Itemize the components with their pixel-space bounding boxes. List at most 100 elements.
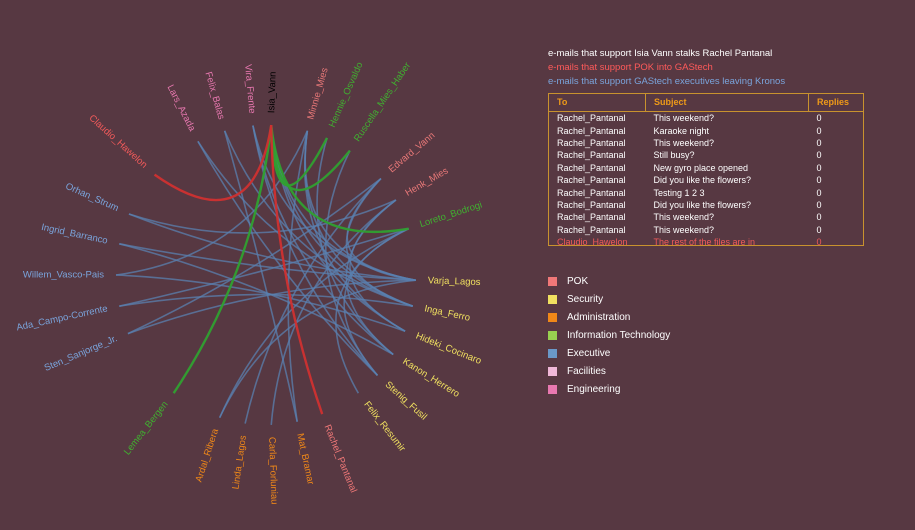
cell-to: Rachel_Pantanal	[557, 199, 626, 210]
dept-label: Executive	[567, 347, 611, 359]
table-row[interactable]: Rachel_Pantanal New gyro place opened 0	[549, 162, 863, 174]
link-layer	[115, 124, 417, 425]
cell-to: Rachel_Pantanal	[557, 162, 626, 173]
cell-subject: New gyro place opened	[653, 162, 749, 173]
cell-to: Rachel_Pantanal	[557, 137, 626, 148]
email-table[interactable]: To Subject Replies Rachel_Pantanal This w…	[548, 93, 864, 246]
cell-subject: Still busy?	[653, 150, 695, 161]
link-exec	[119, 243, 394, 356]
node-label[interactable]: Sten_Sanjorge_Jr.	[43, 333, 119, 374]
node-label[interactable]: Ada_Campo-Corrente	[15, 303, 108, 333]
node-label[interactable]: Varja_Lagos	[428, 275, 481, 288]
evidence-legend: e-mails that support Isia Vann stalks Ra…	[548, 47, 785, 89]
node-label[interactable]: Rachel_Pantanal	[322, 423, 359, 494]
cell-replies: 0	[816, 113, 822, 124]
node-label[interactable]: Ardal_Ribera	[194, 427, 222, 484]
link-exec	[127, 177, 382, 335]
dept-legend-item[interactable]: Engineering	[548, 380, 670, 398]
table-row[interactable]: Claudio_Hawelon The rest of the files are…	[549, 236, 863, 246]
dept-label: Administration	[567, 311, 631, 323]
node-label[interactable]: Felix_Resumir	[361, 399, 407, 454]
table-row[interactable]: Rachel_Pantanal Did you like the flowers?…	[549, 199, 863, 211]
node-label-layer: Isia_Vann Minnie_MiesHennie_OsvaldoRuscel…	[15, 61, 483, 505]
link-exec	[223, 130, 413, 307]
cell-subject: The rest of the files are in	[653, 237, 756, 246]
node-label[interactable]: Hideki_Cocinaro	[414, 331, 483, 367]
legend-line-stalk: e-mails that support Isia Vann stalks Ra…	[548, 48, 773, 59]
link-exec	[270, 199, 397, 425]
cell-subject: This weekend?	[653, 224, 715, 235]
cell-replies: 0	[816, 125, 822, 136]
node-label[interactable]: Lemea_Bergen	[122, 399, 171, 457]
link-exec	[115, 130, 309, 276]
link-pok	[270, 125, 324, 415]
col-header-to[interactable]: To	[549, 94, 646, 112]
cell-replies: 0	[816, 224, 822, 235]
hierarchical-edge-bundle: Isia_Vann Minnie_MiesHennie_OsvaldoRuscel…	[15, 61, 483, 505]
node-label[interactable]: Minnie_Mies	[305, 66, 330, 121]
dept-legend-item[interactable]: Information Technology	[548, 326, 670, 344]
node-label[interactable]: Stenig_Fusil	[383, 379, 429, 422]
node-label[interactable]: Inga_Ferro	[423, 303, 471, 323]
link-exec	[223, 130, 298, 422]
node-label[interactable]: Kanon_Herrero	[400, 356, 461, 400]
cell-replies: 0	[816, 175, 822, 186]
cell-replies: 0	[816, 212, 822, 223]
link-exec	[218, 227, 409, 418]
table-row[interactable]: Rachel_Pantanal This weekend? 0	[549, 211, 863, 223]
dept-label: Security	[567, 293, 604, 305]
node-label[interactable]: Vira_Frente	[242, 64, 257, 114]
link-stalk	[270, 124, 409, 234]
dept-legend-item[interactable]: Administration	[548, 308, 670, 326]
link-exec	[252, 125, 417, 282]
dept-label: Information Technology	[567, 329, 671, 341]
node-label[interactable]: Isia_Vann	[266, 71, 278, 113]
col-header-subject[interactable]: Subject	[645, 94, 809, 112]
legend-line-exec: e-mails that support GAStech executives …	[548, 76, 786, 87]
cell-to: Rachel_Pantanal	[557, 150, 626, 161]
legend-line-pok: e-mails that support POK into GAStech	[548, 62, 713, 73]
table-row[interactable]: Rachel_Pantanal Testing 1 2 3 0	[549, 186, 863, 198]
cell-replies: 0	[816, 150, 822, 161]
link-stalk	[172, 124, 273, 394]
dept-legend-item[interactable]: Security	[548, 290, 670, 308]
cell-to: Rachel_Pantanal	[557, 125, 626, 136]
dept-legend-item[interactable]: Facilities	[548, 362, 670, 380]
link-exec	[119, 227, 409, 307]
node-label[interactable]: Orhan_Strum	[64, 181, 121, 214]
table-row[interactable]: Rachel_Pantanal This weekend? 0	[549, 137, 863, 149]
dept-legend-item[interactable]: Executive	[548, 344, 670, 362]
dept-swatch	[548, 384, 557, 394]
table-row[interactable]: Rachel_Pantanal Karaoke night 0	[549, 124, 863, 136]
link-exec	[115, 274, 406, 332]
cell-to: Rachel_Pantanal	[557, 187, 626, 198]
node-label[interactable]: Willem_Vasco-Pais	[23, 270, 104, 281]
link-exec	[119, 243, 416, 282]
node-label[interactable]: Linda_Lagos	[230, 434, 249, 490]
node-label[interactable]: Hennie_Osvaldo	[327, 61, 366, 130]
cell-to: Rachel_Pantanal	[557, 175, 626, 186]
dept-swatch	[548, 366, 557, 376]
node-label[interactable]: Edvard_Vann	[387, 130, 438, 175]
node-label[interactable]: Felix_Balas	[202, 71, 226, 121]
dept-label: Engineering	[567, 383, 621, 395]
node-label[interactable]: Claudio_Hawelon	[87, 113, 150, 171]
table-row[interactable]: Rachel_Pantanal Did you like the flowers?…	[549, 174, 863, 186]
cell-replies: 0	[816, 199, 822, 210]
node-label[interactable]: Ingrid_Barranco	[40, 222, 108, 247]
dept-swatch	[548, 348, 557, 358]
node-label[interactable]: Mat_Bramar	[294, 432, 316, 485]
node-label[interactable]: Loreto_Bodrogi	[418, 200, 483, 231]
node-label[interactable]: Carla_Forluniau	[266, 437, 279, 505]
col-header-replies[interactable]: Replies	[808, 94, 863, 112]
table-row[interactable]: Rachel_Pantanal This weekend? 0	[549, 224, 863, 236]
department-legend: POK Security Administration Information Tec…	[548, 272, 670, 398]
node-label[interactable]: Henk_Mies	[404, 165, 451, 198]
table-row[interactable]: Rachel_Pantanal This weekend? 0	[549, 112, 863, 125]
link-exec	[244, 178, 382, 424]
node-label[interactable]: Lars_Azada	[165, 83, 198, 134]
cell-subject: Testing 1 2 3	[653, 187, 705, 198]
dept-legend-item[interactable]: POK	[548, 272, 670, 290]
cell-subject: Did you like the flowers?	[653, 175, 752, 186]
table-row[interactable]: Rachel_Pantanal Still busy? 0	[549, 149, 863, 161]
